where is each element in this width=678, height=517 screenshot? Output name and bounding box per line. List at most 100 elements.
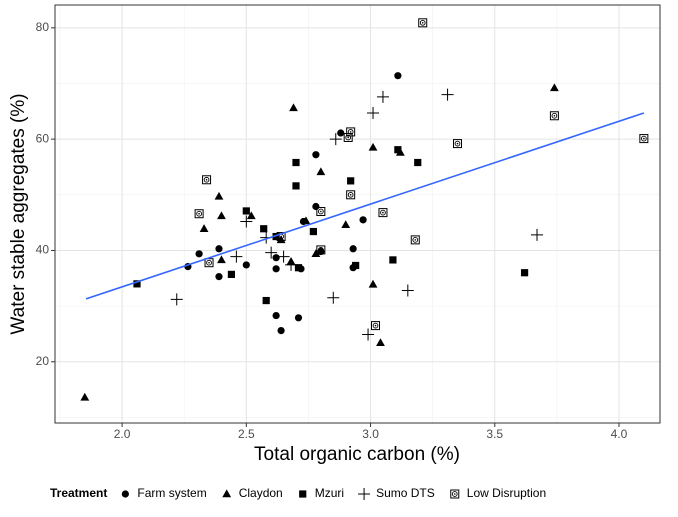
point <box>358 488 371 500</box>
point <box>215 273 223 281</box>
point-box <box>346 190 356 200</box>
point-dot <box>553 114 556 117</box>
point-dot <box>198 212 200 215</box>
point-ring <box>345 134 352 141</box>
point-dot <box>643 137 645 140</box>
point <box>242 261 250 269</box>
point <box>359 216 367 224</box>
point <box>133 280 141 288</box>
panel-border <box>54 4 661 424</box>
point-ring <box>451 491 458 497</box>
point-dot <box>382 211 384 214</box>
point-box <box>639 134 649 144</box>
point <box>367 106 380 119</box>
point <box>639 134 649 144</box>
point <box>550 83 559 92</box>
point-dot <box>414 239 417 241</box>
point <box>329 133 342 146</box>
point <box>217 211 226 220</box>
point <box>311 249 321 257</box>
x-tick-label: 3.0 <box>362 427 379 441</box>
point-box <box>378 208 388 218</box>
point <box>170 293 183 306</box>
y-tick-label: 40 <box>36 243 50 257</box>
y-axis-title: Water stable aggregates (%) <box>8 93 29 334</box>
point <box>441 88 454 101</box>
legend-item: Low Disruption <box>450 486 546 500</box>
point-box <box>450 489 460 499</box>
point <box>453 139 463 149</box>
point-ring <box>372 322 379 329</box>
point <box>394 72 402 80</box>
point <box>520 269 529 277</box>
point <box>418 18 428 28</box>
point <box>277 250 290 263</box>
point-ring <box>196 210 202 217</box>
point <box>368 279 378 288</box>
point <box>194 209 204 219</box>
point <box>246 211 256 220</box>
point-box <box>343 132 353 142</box>
point <box>371 321 381 331</box>
point <box>292 182 300 190</box>
point <box>292 158 300 167</box>
point-dot <box>205 178 208 181</box>
point-dot <box>456 142 459 145</box>
point-box <box>316 206 326 216</box>
point <box>272 265 280 273</box>
legend-item: Mzuri <box>299 486 344 500</box>
point-dot <box>421 22 424 24</box>
point <box>394 146 402 154</box>
point <box>289 103 298 112</box>
point <box>337 129 345 137</box>
point <box>301 216 311 225</box>
point <box>265 246 278 259</box>
point-dot <box>320 249 322 251</box>
point <box>378 208 388 218</box>
x-tick-label: 2.5 <box>238 427 255 441</box>
point-ring <box>318 247 324 253</box>
point-box <box>410 235 420 245</box>
point-ring <box>318 208 324 215</box>
x-tick-label: 4.0 <box>611 427 628 441</box>
point-ring <box>347 129 354 135</box>
point-box <box>453 139 463 149</box>
point <box>317 247 325 256</box>
point <box>341 220 351 229</box>
x-tick-label: 2.0 <box>114 427 131 441</box>
legend-label: Sumo DTS <box>376 486 435 500</box>
point-ring <box>641 135 647 142</box>
point <box>389 256 397 264</box>
point <box>346 190 356 200</box>
point <box>316 245 326 255</box>
point <box>312 151 320 159</box>
point <box>327 291 340 304</box>
point <box>222 489 232 498</box>
point <box>217 255 226 264</box>
point-ring <box>551 112 558 119</box>
legend-item: Farm system <box>121 486 207 500</box>
point <box>549 111 559 121</box>
point-ring <box>454 140 461 147</box>
trend-line <box>85 112 645 300</box>
legend-item: Sumo DTS <box>358 486 435 500</box>
point-ring <box>203 176 210 183</box>
point-ring <box>419 19 426 26</box>
point-dot <box>349 131 352 133</box>
point-box <box>371 321 381 331</box>
point <box>316 167 326 176</box>
point <box>352 261 360 270</box>
point <box>230 250 243 263</box>
legend-title: Treatment <box>50 486 107 500</box>
point-dot <box>208 261 210 264</box>
plot-panel <box>55 5 660 423</box>
point-box <box>194 209 204 219</box>
point <box>215 245 223 253</box>
point <box>294 264 303 272</box>
point <box>376 90 389 103</box>
point <box>195 250 203 258</box>
point <box>343 132 353 142</box>
y-tick-label: 20 <box>36 354 50 368</box>
x-axis-title: Total organic carbon (%) <box>254 444 460 465</box>
point-box <box>316 245 326 255</box>
